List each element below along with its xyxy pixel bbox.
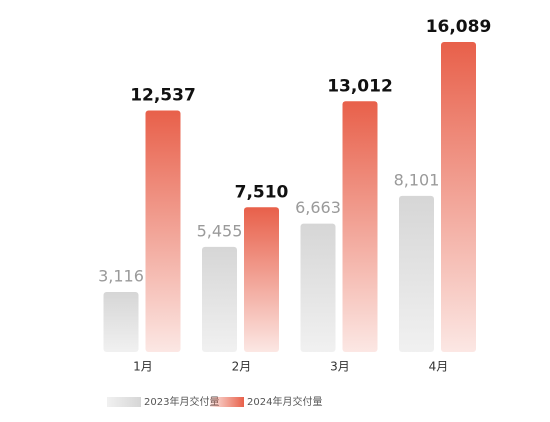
bar <box>244 207 279 352</box>
value-label: 12,537 <box>130 85 196 105</box>
legend-swatch <box>210 397 244 407</box>
legend-label: 2023年月交付量 <box>144 395 219 408</box>
legend-swatch <box>107 397 141 407</box>
x-tick-label: 4月 <box>429 360 449 374</box>
value-label: 7,510 <box>235 182 289 202</box>
value-label: 16,089 <box>426 17 492 37</box>
bar <box>202 246 237 352</box>
bar <box>399 195 434 352</box>
x-tick-label: 3月 <box>330 360 350 374</box>
bar <box>342 101 378 352</box>
value-label: 13,012 <box>327 76 393 96</box>
legend-label: 2024年月交付量 <box>247 395 322 408</box>
bar <box>145 110 181 353</box>
value-label: 3,116 <box>98 266 144 285</box>
value-label: 5,455 <box>197 221 243 240</box>
value-label: 8,101 <box>394 170 440 189</box>
bar <box>300 223 336 352</box>
x-tick-label: 2月 <box>232 360 252 374</box>
bar <box>441 42 476 352</box>
value-label: 6,663 <box>295 198 341 217</box>
bar <box>103 291 139 352</box>
x-tick-label: 1月 <box>133 360 153 374</box>
